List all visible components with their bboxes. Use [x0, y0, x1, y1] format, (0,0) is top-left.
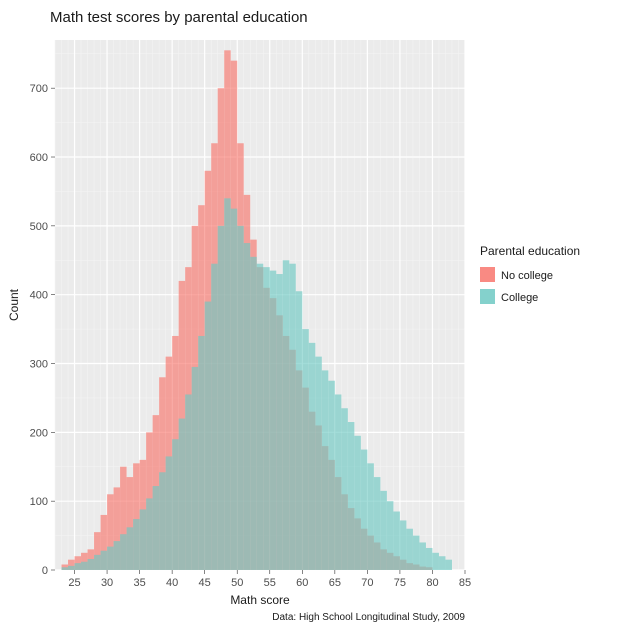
y-tick-label: 700 — [30, 83, 48, 95]
bar — [166, 456, 173, 570]
bar — [413, 536, 420, 570]
x-tick-label: 40 — [166, 577, 178, 589]
bar — [257, 264, 264, 570]
bar — [127, 527, 134, 570]
y-tick-label: 0 — [42, 565, 48, 577]
legend-title: Parental education — [480, 244, 580, 258]
bar — [426, 548, 433, 570]
x-tick-label: 60 — [296, 577, 308, 589]
bar — [211, 264, 218, 570]
bar — [348, 422, 355, 570]
bar — [250, 257, 257, 570]
bar — [335, 394, 342, 570]
y-tick-label: 600 — [30, 152, 48, 164]
bar — [445, 560, 452, 570]
bar — [419, 542, 426, 570]
bar — [289, 264, 296, 570]
bar — [406, 529, 413, 570]
bar — [237, 226, 244, 570]
bar — [367, 463, 374, 570]
bar — [120, 534, 127, 570]
y-tick-label: 100 — [30, 496, 48, 508]
bar — [224, 198, 231, 570]
y-tick-label: 500 — [30, 221, 48, 233]
bar — [107, 547, 114, 570]
chart-title: Math test scores by parental education — [50, 9, 308, 26]
bar — [198, 336, 205, 570]
bar — [315, 357, 322, 570]
bar — [400, 520, 407, 570]
chart-svg: 25 30 35 40 45 50 55 60 65 70 75 80 85 0 100 200 300 400 5… — [0, 0, 630, 630]
bar — [185, 394, 192, 570]
bar — [75, 563, 82, 570]
legend-swatch — [480, 267, 495, 282]
x-tick-label: 80 — [426, 577, 438, 589]
bar — [244, 243, 251, 570]
x-tick-label: 75 — [394, 577, 406, 589]
x-tick-label: 70 — [361, 577, 373, 589]
x-tick-label: 55 — [264, 577, 276, 589]
bar — [159, 472, 166, 570]
y-tick-label: 400 — [30, 290, 48, 302]
bar — [296, 291, 303, 570]
bar — [322, 370, 329, 570]
y-tick-label: 200 — [30, 427, 48, 439]
bar — [94, 555, 101, 570]
bar — [276, 274, 283, 570]
bar — [393, 511, 400, 570]
x-tick-label: 45 — [199, 577, 211, 589]
legend-swatch — [480, 289, 495, 304]
bar — [101, 551, 108, 570]
bar — [68, 566, 75, 570]
bar — [380, 491, 387, 570]
legend-label: College — [501, 292, 538, 304]
bar — [205, 302, 212, 570]
bar — [179, 419, 186, 570]
x-axis-label: Math score — [230, 593, 290, 607]
bar — [62, 567, 69, 570]
bar — [88, 559, 95, 570]
x-tick-label: 50 — [231, 577, 243, 589]
bar — [172, 439, 179, 570]
bar — [374, 477, 381, 570]
bar — [81, 562, 88, 570]
y-tick-label: 300 — [30, 359, 48, 371]
bar — [302, 329, 309, 570]
bar — [283, 260, 290, 570]
bar — [114, 541, 121, 570]
x-tick-label: 25 — [68, 577, 80, 589]
bar — [146, 498, 153, 570]
bar — [354, 436, 361, 570]
bar — [432, 553, 439, 570]
bar — [328, 381, 335, 570]
bar — [361, 450, 368, 570]
bar — [192, 367, 199, 570]
x-tick-label: 35 — [133, 577, 145, 589]
x-tick-label: 65 — [329, 577, 341, 589]
chart-caption: Data: High School Longitudinal Study, 20… — [272, 612, 465, 623]
bar — [309, 343, 316, 570]
bar — [231, 209, 238, 570]
bar — [218, 226, 225, 570]
bar — [153, 486, 160, 570]
x-tick-label: 85 — [459, 577, 471, 589]
bar — [439, 556, 446, 570]
x-tick-label: 30 — [101, 577, 113, 589]
y-axis-label: Count — [7, 288, 21, 321]
bar — [133, 519, 140, 570]
bar — [140, 509, 147, 570]
bar — [270, 271, 277, 570]
bar — [341, 408, 348, 570]
bar — [263, 267, 270, 570]
bar — [387, 501, 394, 570]
legend-label: No college — [501, 270, 553, 282]
